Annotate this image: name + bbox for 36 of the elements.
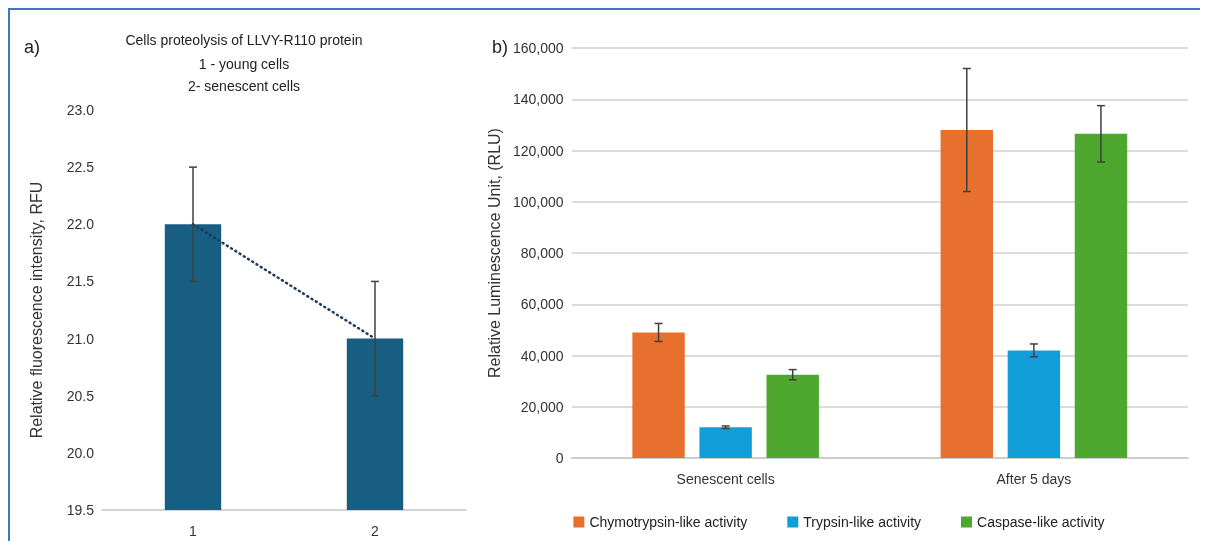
legend-label: Trypsin-like activity [803,514,922,530]
legend-label: Chymotrypsin-like activity [589,514,748,530]
y-tick-label: 21.5 [66,273,95,290]
y-tick-label: 22.5 [66,159,95,176]
y-tick-label: 23.0 [66,102,95,118]
bar [1074,133,1128,458]
y-tick-label: 20,000 [520,398,564,415]
bar [1007,350,1061,458]
y-tick-label: 20.0 [66,444,95,461]
y-tick-label: 0 [555,450,564,466]
chart-subtitle: 1 - young cells 2- senescent cells [187,56,301,94]
x-tick-label: 2 [371,523,380,539]
bar [766,374,819,458]
y-tick-label: 40,000 [520,347,564,364]
y-tick-label: 19.5 [66,502,95,518]
y-tick-label: 80,000 [520,245,564,261]
bar [699,427,752,458]
text: a) [24,37,41,57]
x-tick-label: After 5 days [996,471,1072,487]
y-tick-label: 140,000 [512,91,564,108]
bar [940,130,993,458]
y-axis-title: Relative fluorescence intensity, RFU [27,181,45,439]
y-tick-label: 22.0 [66,216,95,233]
chart-title: Cells proteolysis of LLVY-R110 protein [125,32,363,48]
x-tick-label: Senescent cells [676,471,775,487]
text: b) [492,37,509,57]
y-tick-label: 100,000 [512,193,564,210]
y-tick-label: 60,000 [520,296,564,313]
y-tick-label: 120,000 [512,142,564,159]
y-tick-label: 20.5 [66,387,95,404]
y-tick-label: 21.0 [66,330,95,347]
y-tick-label: 160,000 [512,40,564,56]
legend-label: Caspase-like activity [977,514,1105,530]
x-tick-label: 1 [189,523,198,539]
y-axis-title: Relative Luminescence Unit, (RLU) [485,128,503,378]
bar [632,332,685,458]
